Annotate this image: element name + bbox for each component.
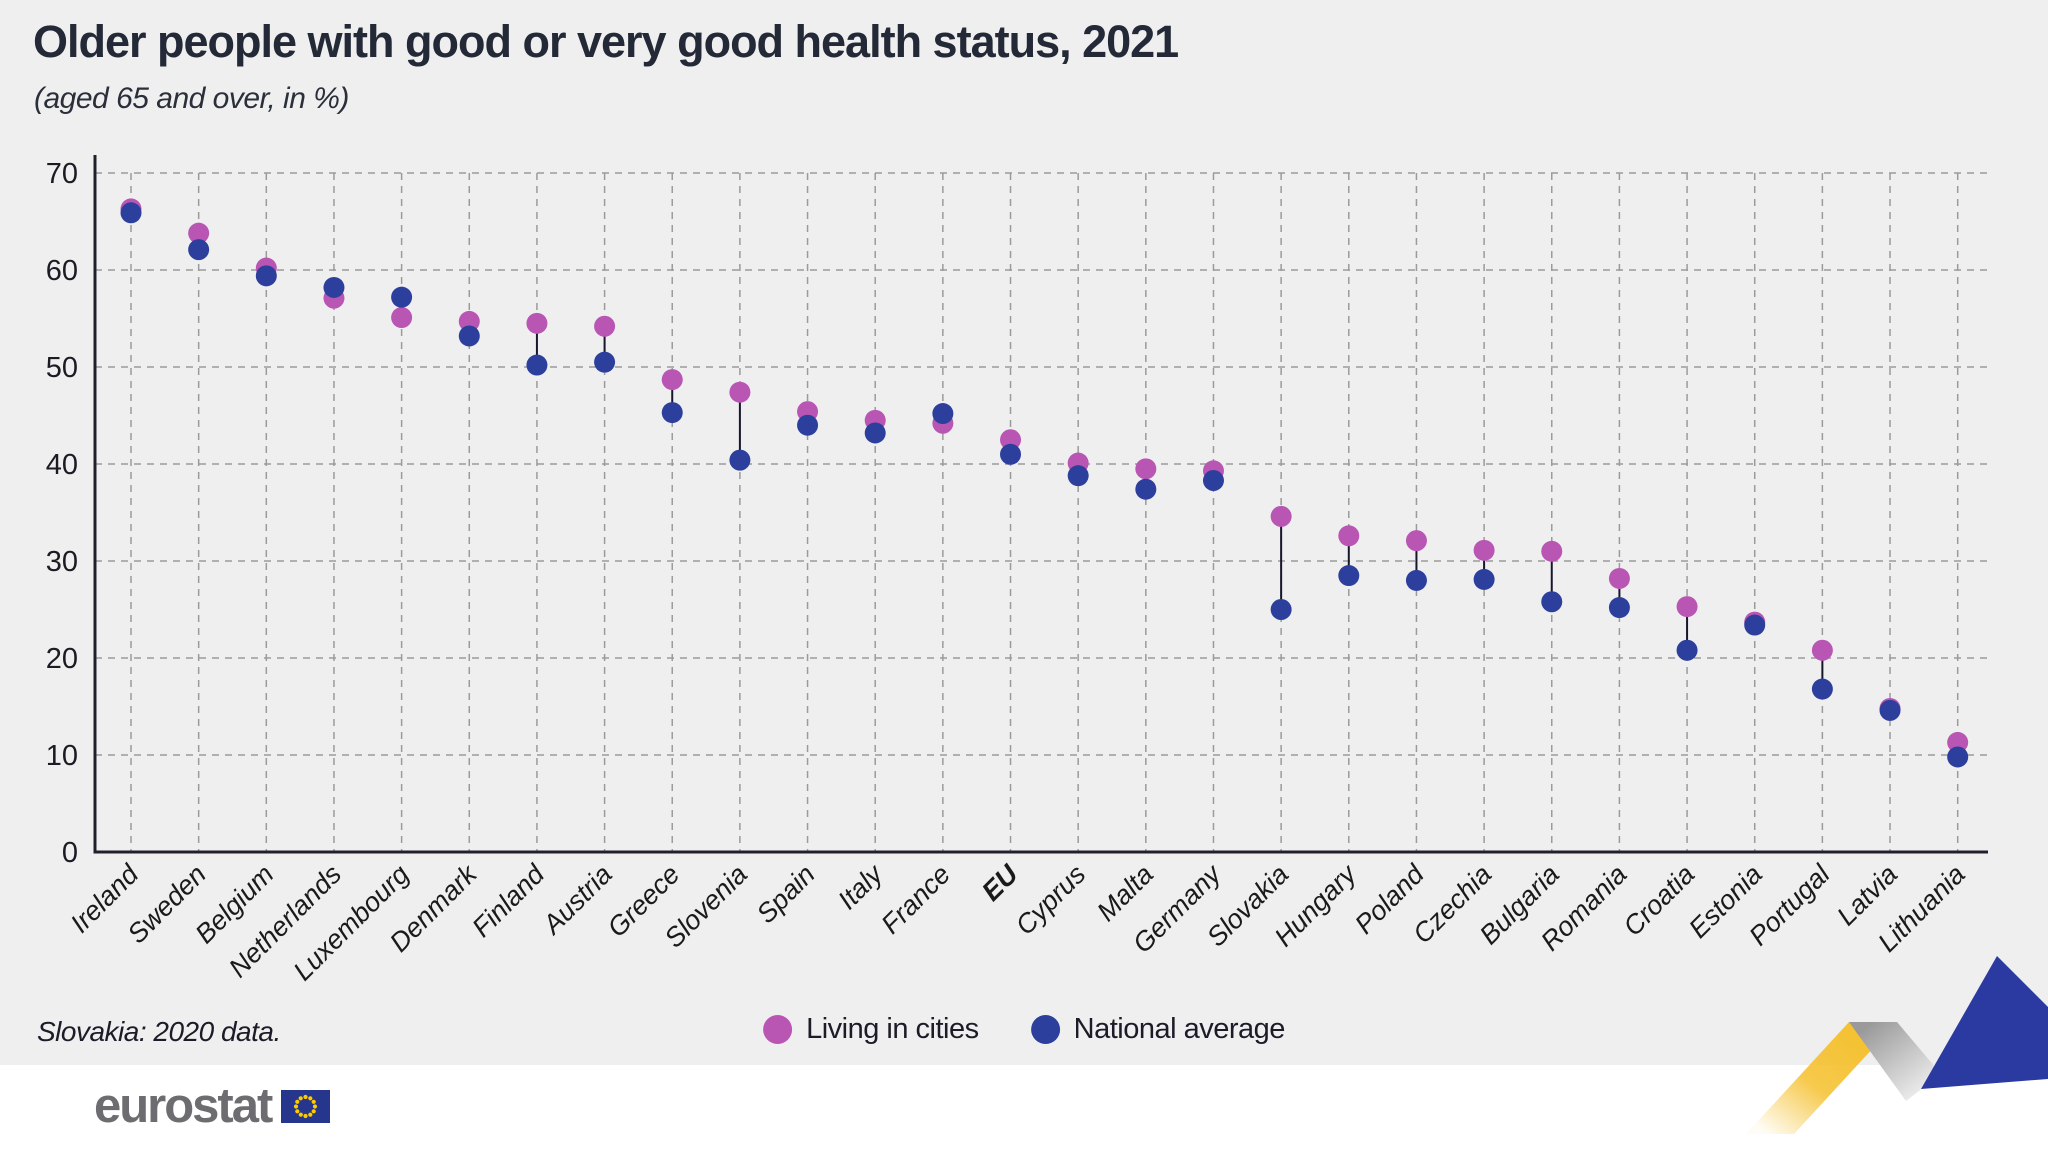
svg-text:Italy: Italy <box>832 858 889 915</box>
data-point-national-Portugal <box>1811 678 1833 700</box>
legend-item-national-average: National average <box>1030 1013 1286 1046</box>
data-point-national-Ireland <box>120 202 142 224</box>
data-point-cities-Poland <box>1405 530 1427 552</box>
svg-text:EU: EU <box>976 858 1025 907</box>
chart-background <box>0 0 2048 1065</box>
data-point-cities-Portugal <box>1811 639 1833 661</box>
data-point-national-Denmark <box>458 325 480 347</box>
data-point-national-Germany <box>1202 469 1224 491</box>
data-point-cities-EU <box>1000 429 1022 451</box>
data-point-cities-Sweden <box>188 222 210 244</box>
data-point-cities-Austria <box>594 315 616 337</box>
svg-text:Austria: Austria <box>536 859 618 941</box>
ribbon-gray-stripe <box>1849 1022 1941 1101</box>
data-point-national-Cyprus <box>1067 465 1089 487</box>
data-point-cities-Slovenia <box>729 381 751 403</box>
data-point-national-Poland <box>1405 569 1427 591</box>
data-point-cities-Slovakia <box>1270 505 1292 527</box>
data-point-national-Bulgaria <box>1541 591 1563 613</box>
legend-item-living-in-cities: Living in cities <box>763 1013 979 1046</box>
data-point-cities-Luxembourg <box>391 307 413 329</box>
living-in-cities-dot-icon <box>763 1015 793 1044</box>
data-point-national-Czechia <box>1473 568 1495 590</box>
data-point-national-EU <box>1000 443 1022 465</box>
y-axis-tick-labels: 0 10 20 30 40 50 60 70 <box>46 158 78 869</box>
legend-label-national-average: National average <box>1073 1013 1286 1045</box>
data-point-cities-Croatia <box>1676 596 1698 618</box>
chart-legend: Living in cities National average <box>763 1013 1285 1046</box>
data-point-national-Latvia <box>1879 699 1901 721</box>
data-point-cities-Czechia <box>1473 539 1495 561</box>
ribbon-blue-stripe <box>1921 956 2048 1089</box>
legend-label-living-in-cities: Living in cities <box>806 1013 979 1045</box>
data-point-cities-Malta <box>1135 458 1157 480</box>
svg-text:Spain: Spain <box>751 859 821 929</box>
svg-text:20: 20 <box>46 643 78 675</box>
data-point-national-Croatia <box>1676 639 1698 661</box>
svg-text:Finland: Finland <box>466 858 551 943</box>
data-point-cities-Hungary <box>1338 525 1360 547</box>
data-point-national-Netherlands <box>323 276 345 298</box>
data-point-national-Greece <box>661 402 683 424</box>
data-point-cities-Denmark <box>458 310 480 332</box>
data-point-national-Malta <box>1135 478 1157 500</box>
data-point-national-Slovenia <box>729 449 751 471</box>
svg-text:40: 40 <box>46 449 78 481</box>
data-point-national-Sweden <box>188 239 210 261</box>
data-point-national-Estonia <box>1744 614 1766 636</box>
national-average-dots <box>120 202 1969 768</box>
data-point-cities-Lithuania <box>1947 731 1969 753</box>
svg-text:10: 10 <box>46 740 78 772</box>
data-point-national-Finland <box>526 354 548 376</box>
data-point-cities-Greece <box>661 369 683 391</box>
data-point-national-France <box>932 403 954 425</box>
living-in-cities-dots <box>120 198 1969 753</box>
data-point-cities-Finland <box>526 312 548 334</box>
national-average-dot-icon <box>1030 1015 1060 1044</box>
svg-text:50: 50 <box>46 352 78 384</box>
data-point-national-Spain <box>797 414 819 436</box>
data-point-national-Slovakia <box>1270 599 1292 620</box>
data-point-cities-Romania <box>1608 567 1630 589</box>
eu-flag-icon <box>281 1090 331 1123</box>
corner-ribbon-decoration <box>1746 956 2048 1134</box>
eurostat-logo-text: eurostat <box>94 1079 273 1133</box>
svg-text:0: 0 <box>62 837 78 869</box>
axes <box>93 155 1988 854</box>
svg-text:60: 60 <box>46 255 78 287</box>
data-point-national-Luxembourg <box>391 286 413 308</box>
vertical-gridlines <box>130 173 1959 852</box>
chart-title: Older people with good or very good heal… <box>33 16 1179 67</box>
data-point-national-Belgium <box>255 265 277 287</box>
ribbon-yellow-stripe <box>1746 1022 1897 1134</box>
svg-text:France: France <box>875 859 956 940</box>
svg-text:Cyprus: Cyprus <box>1010 859 1092 941</box>
svg-text:70: 70 <box>46 158 78 190</box>
data-point-national-Lithuania <box>1947 746 1969 768</box>
svg-text:30: 30 <box>46 546 78 578</box>
chart-subtitle: (aged 65 and over, in %) <box>34 82 349 115</box>
data-point-national-Italy <box>864 422 886 444</box>
svg-text:Croatia: Croatia <box>1618 859 1701 942</box>
data-point-cities-Bulgaria <box>1541 540 1563 562</box>
data-point-national-Austria <box>594 351 616 373</box>
eurostat-logo: eurostat <box>94 1079 331 1133</box>
footnote-text: Slovakia: 2020 data. <box>37 1016 281 1047</box>
dot-plot-chart: 0 10 20 30 40 50 60 70 IrelandSwedenBelgiumNethe… <box>46 155 1988 986</box>
x-axis-category-labels: IrelandSwedenBelgiumNetherlandsLuxembour… <box>65 858 1971 986</box>
data-point-national-Hungary <box>1338 565 1360 587</box>
horizontal-gridlines <box>95 172 1988 756</box>
data-point-national-Romania <box>1608 597 1630 619</box>
